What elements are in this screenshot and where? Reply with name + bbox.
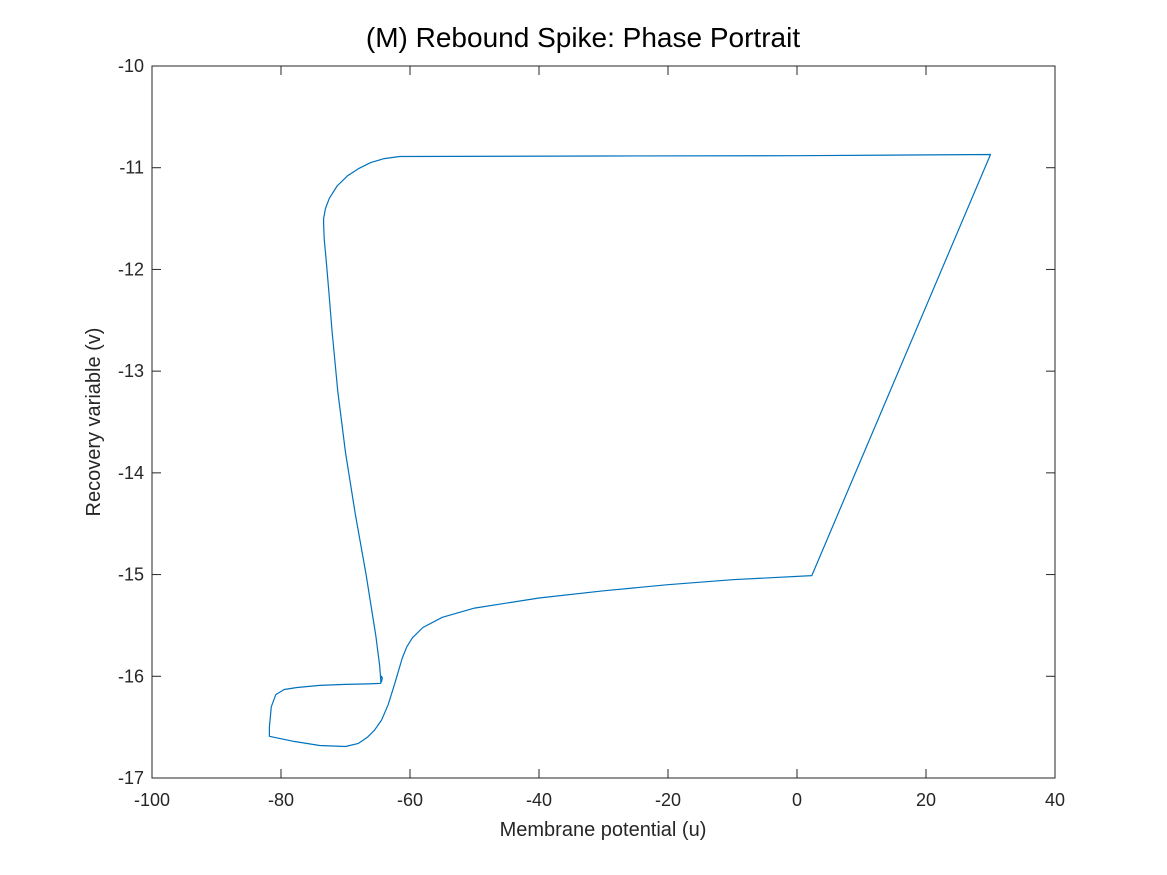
x-tick-label: 40: [1045, 790, 1065, 810]
y-tick-label: -13: [118, 361, 144, 381]
x-tick-label: -80: [268, 790, 294, 810]
y-tick-label: -14: [118, 463, 144, 483]
y-tick-label: -10: [118, 56, 144, 76]
x-tick-label: -40: [526, 790, 552, 810]
x-tick-label: -60: [397, 790, 423, 810]
x-tick-label: -20: [655, 790, 681, 810]
x-tick-label: -100: [134, 790, 170, 810]
y-tick-label: -11: [119, 158, 144, 178]
x-axis-label: Membrane potential (u): [500, 819, 707, 841]
y-tick-label: -17: [118, 768, 144, 788]
plot-area-frame: [151, 65, 1056, 779]
axis-ticks: -100 -80 -60 -40 -20 0 20 40 -10 -11 -12 -13 -14 -15 -…: [118, 56, 1065, 810]
y-tick-label: -12: [118, 259, 144, 279]
x-tick-label: 0: [792, 790, 802, 810]
x-tick-label: 20: [916, 790, 936, 810]
y-axis-label: Recovery variable (v): [83, 328, 105, 517]
y-tick-label: -15: [118, 565, 144, 585]
trajectory-line: [268, 153, 992, 748]
series-lines: [268, 153, 992, 748]
y-tick-label: -16: [118, 666, 144, 686]
chart-title: (M) Rebound Spike: Phase Portrait: [366, 22, 800, 53]
